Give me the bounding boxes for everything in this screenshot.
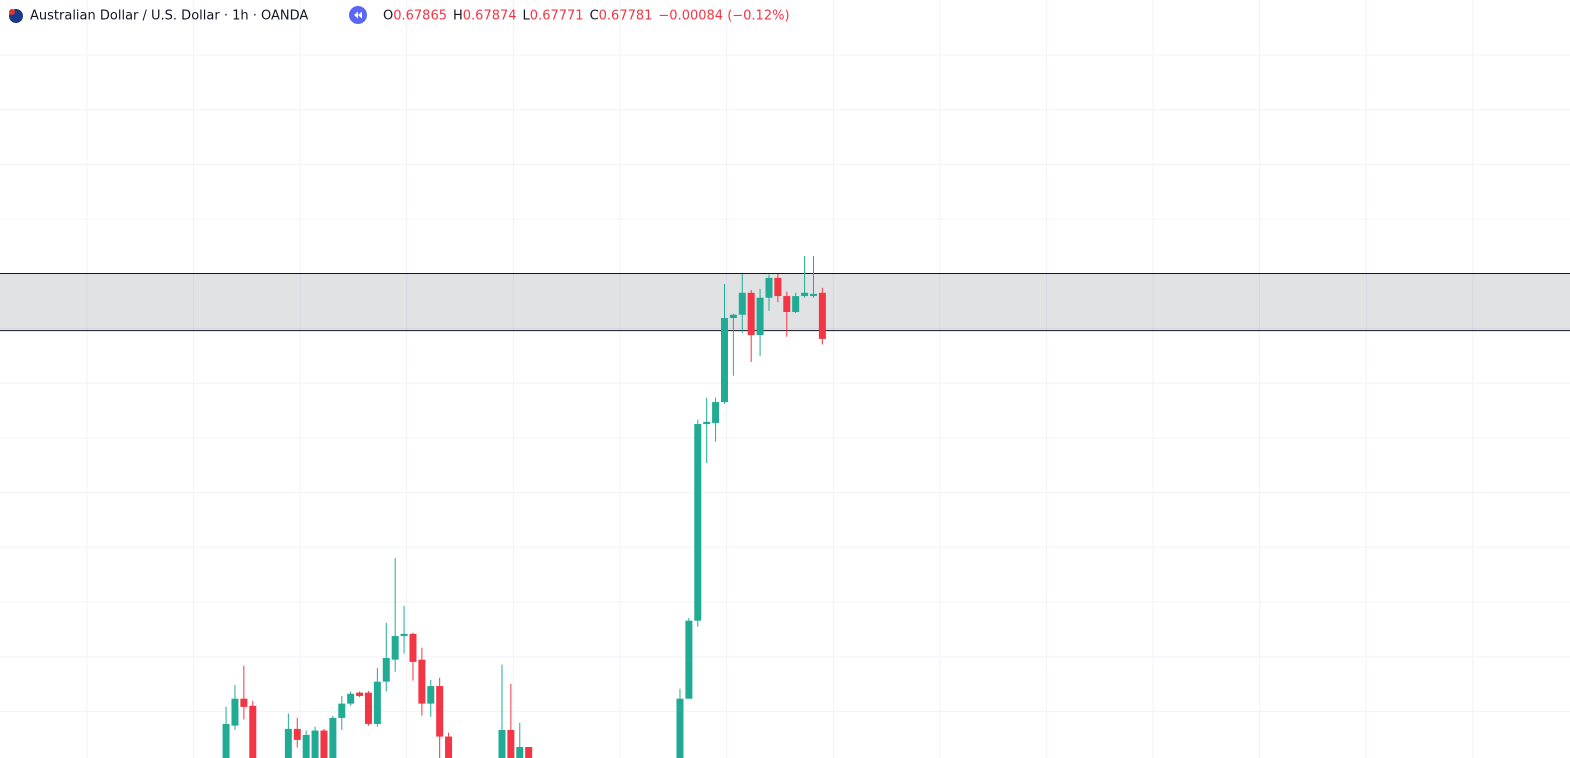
candle-body <box>329 717 337 758</box>
candle-body <box>712 402 720 423</box>
legend-label: L <box>523 9 531 24</box>
candle-body <box>694 424 702 621</box>
candle-body <box>783 296 791 312</box>
candle-body <box>756 297 764 336</box>
candle-body <box>222 723 230 758</box>
candle-body <box>445 736 453 758</box>
candle-body <box>320 730 328 758</box>
candle-body <box>293 728 301 740</box>
candle-body <box>774 277 782 297</box>
candle-body <box>685 620 693 699</box>
candle-body <box>338 703 346 718</box>
candle-body <box>765 277 773 298</box>
candle-body <box>720 318 728 403</box>
legend-label: C <box>590 9 599 24</box>
candle-body <box>249 705 257 758</box>
candle-body <box>818 292 826 339</box>
candle-body <box>676 698 684 758</box>
candle-body <box>525 747 533 758</box>
candle-body <box>409 633 417 662</box>
header: Australian Dollar / U.S. Dollar · 1h · O… <box>9 6 790 24</box>
candle-body <box>382 658 390 682</box>
candle-body <box>747 292 755 336</box>
candle-body <box>738 292 746 315</box>
ohlc-legend: O 0.67865 H 0.67874 L 0.67771 C 0.67781 −0.00084… <box>383 9 790 24</box>
candle-body <box>356 692 364 696</box>
candle-body <box>364 692 372 724</box>
symbol-title[interactable]: Australian Dollar / U.S. Dollar · 1h · O… <box>30 9 308 24</box>
legend-value: 0.67874 <box>463 9 517 24</box>
flag-icon-detail <box>9 9 15 15</box>
legend-value: 0.67865 <box>393 9 447 24</box>
candle-body <box>231 698 239 726</box>
candle-body <box>809 293 817 297</box>
candle-body <box>516 747 524 758</box>
candle-body <box>703 421 711 425</box>
legend-label: H <box>453 9 463 24</box>
legend-value: 0.67781 <box>599 9 653 24</box>
replay-icon <box>354 11 362 19</box>
candle-body <box>373 681 381 724</box>
candle-body <box>729 314 737 319</box>
legend-value: 0.67771 <box>530 9 584 24</box>
candle-body <box>302 734 310 758</box>
candle-body <box>418 659 426 704</box>
candle-body <box>240 698 248 707</box>
candle-body <box>792 296 800 312</box>
candle-body <box>400 633 408 637</box>
candle-body <box>391 636 399 660</box>
candle-body <box>801 292 809 297</box>
legend-change: −0.00084 (−0.12%) <box>658 9 789 24</box>
candles <box>222 255 826 758</box>
candle-body <box>311 730 319 758</box>
candle-body <box>427 686 435 704</box>
candle-body <box>507 729 515 758</box>
candle-body <box>347 693 355 704</box>
legend-label: O <box>383 9 393 24</box>
candle-body <box>436 686 444 737</box>
candle-body <box>284 728 292 758</box>
candle-body <box>498 729 506 758</box>
